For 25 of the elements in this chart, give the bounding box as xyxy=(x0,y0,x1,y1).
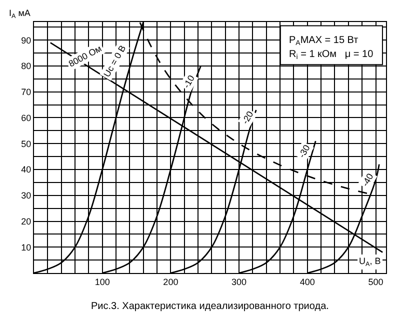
annotation: 8000 Ом xyxy=(66,43,104,69)
y-tick-label: 70 xyxy=(21,87,32,98)
y-tick-label: 40 xyxy=(21,164,32,175)
annotation: -30 xyxy=(296,143,312,160)
y-axis-title: I$_{A}$ мА xyxy=(9,8,30,20)
x-tick-label: 500 xyxy=(368,276,384,287)
x-tick-label: 400 xyxy=(300,276,315,287)
annotation: R$_{i}$ = 1 кОм μ = 10 xyxy=(289,49,374,62)
y-tick-label: 10 xyxy=(21,242,32,252)
annotation: -40 xyxy=(360,172,376,188)
y-tick-label: 20 xyxy=(21,216,32,226)
y-tick-label: 90 xyxy=(21,35,32,46)
x-tick-label: 300 xyxy=(232,276,247,287)
annotation: Uc = 0 В xyxy=(102,44,128,79)
x-tick-label: 100 xyxy=(94,276,110,287)
y-tick-label: 80 xyxy=(21,61,32,72)
y-tick-label: 30 xyxy=(21,190,32,201)
annotation: P$_{A}$MAX = 15 Вт xyxy=(289,35,359,48)
x-tick-label: 200 xyxy=(163,276,178,287)
y-tick-label: 50 xyxy=(21,138,32,149)
text: Рис.3. Характеристика идеализированного триода. xyxy=(91,301,329,312)
y-tick-label: 60 xyxy=(21,112,32,123)
annotation: -20 xyxy=(240,110,256,126)
annotation: -10 xyxy=(181,74,196,90)
x-axis-title: U$_{A}$, В xyxy=(359,256,381,268)
